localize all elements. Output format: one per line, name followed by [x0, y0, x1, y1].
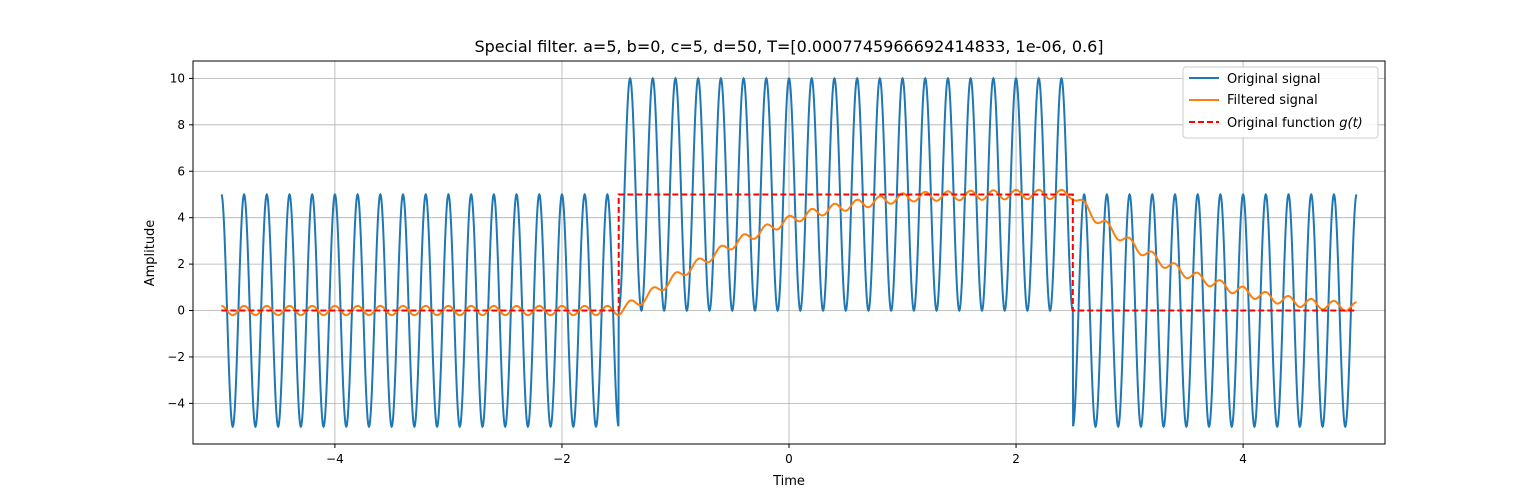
legend: Original signal Filtered signal Original…: [1182, 66, 1379, 139]
x-axis-label: Time: [772, 474, 805, 489]
y-tick-label: −4: [167, 396, 185, 410]
original-function-line: [221, 193, 1357, 312]
grid: [193, 61, 1385, 444]
legend-box: [1182, 66, 1379, 139]
legend-label-filtered: Filtered signal: [1227, 93, 1318, 108]
x-axis: −4 −2 0 2 4: [326, 444, 1247, 466]
y-axis-label: Amplitude: [143, 220, 158, 287]
x-tick-label: −4: [326, 452, 344, 466]
y-tick-label: 10: [170, 71, 185, 85]
x-tick-label: −2: [553, 452, 571, 466]
filtered-signal-line: [221, 188, 1357, 317]
x-tick-label: 4: [1239, 452, 1247, 466]
legend-label-original: Original signal: [1227, 72, 1320, 87]
x-tick-label: 2: [1012, 452, 1020, 466]
y-tick-label: 2: [177, 257, 185, 271]
y-tick-label: 6: [177, 164, 185, 178]
y-axis: −4 −2 0 2 4 6 8 10: [167, 71, 193, 410]
y-tick-label: 0: [177, 304, 185, 318]
plot-area: [220, 76, 1358, 429]
original-signal-line: [220, 76, 1358, 429]
y-tick-label: 8: [177, 118, 185, 132]
chart-title: Special filter. a=5, b=0, c=5, d=50, T=[…: [474, 37, 1103, 56]
y-tick-label: 4: [177, 211, 185, 225]
y-tick-label: −2: [167, 350, 185, 364]
x-tick-label: 0: [785, 452, 793, 466]
legend-label-g: Original function g(t): [1227, 116, 1363, 131]
